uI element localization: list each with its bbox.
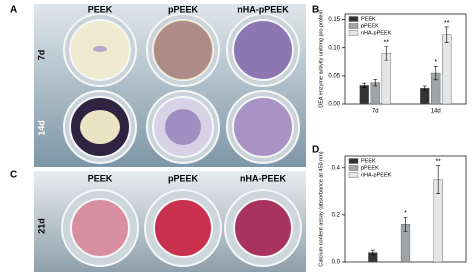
error-bar — [436, 165, 441, 194]
legend-label: PEEK — [361, 158, 376, 164]
error-bar — [422, 85, 427, 91]
y-tick-label: 0.4 — [332, 165, 341, 171]
y-axis-label: DEA enzyme activity unit/mg pro protein — [318, 10, 324, 108]
legend-swatch — [348, 172, 359, 178]
significance-mark: * — [434, 59, 437, 66]
panel-label: B — [312, 5, 319, 16]
significance-mark: ** — [444, 20, 450, 27]
panel-label: C — [10, 170, 17, 181]
column-label: pPEEK — [168, 4, 199, 14]
error-bar — [444, 26, 449, 43]
column-label: nHA-pPEEK — [237, 4, 289, 14]
column-label: pPEEK — [168, 173, 199, 183]
y-tick-label: 0.0 — [332, 260, 341, 266]
error-bar — [362, 82, 367, 88]
error-bar — [384, 46, 389, 61]
legend-swatch — [348, 16, 359, 22]
significance-mark: ** — [435, 158, 441, 165]
legend-swatch — [348, 30, 359, 36]
y-tick-label: 0.15 — [328, 17, 340, 23]
dishes-c — [61, 189, 302, 267]
bar — [442, 34, 452, 105]
legend-swatch — [348, 158, 359, 164]
column-label: PEEK — [88, 4, 113, 14]
x-tick-label: 7d — [372, 109, 379, 115]
column-label: nHA-PEEK — [240, 173, 287, 183]
plot-frame — [344, 13, 467, 105]
error-bar — [370, 249, 375, 256]
legend-label: PEEK — [361, 16, 376, 22]
legend-swatch — [348, 165, 359, 171]
bar — [381, 53, 391, 105]
row-label: 7d — [36, 50, 46, 61]
panel-label: A — [10, 5, 17, 16]
row-label: 14d — [36, 120, 46, 136]
x-tick-label: 14d — [431, 109, 441, 115]
y-axis-label: Calcium content assay (absorbance at 450… — [318, 151, 324, 266]
significance-mark: ** — [384, 39, 390, 46]
legend-swatch — [348, 23, 359, 29]
bar — [359, 85, 369, 105]
dishes-a — [63, 13, 300, 164]
panel-label: D — [312, 145, 319, 156]
row-label: 21d — [36, 218, 46, 234]
y-tick-label: 0.10 — [328, 45, 340, 51]
error-bar — [403, 216, 408, 232]
legend-label: nHA-pPEEK — [361, 172, 392, 178]
y-tick-label: 0.00 — [328, 102, 340, 108]
legend-label: pPEEK — [361, 23, 379, 29]
legend-label: nHA-pPEEK — [361, 30, 392, 36]
y-tick-label: 0.2 — [332, 212, 341, 218]
column-label: PEEK — [88, 173, 113, 183]
significance-mark: * — [404, 210, 407, 217]
error-bar — [373, 78, 378, 87]
legend-label: pPEEK — [361, 165, 379, 171]
y-tick-label: 0.05 — [328, 73, 340, 79]
error-bar — [433, 66, 438, 81]
